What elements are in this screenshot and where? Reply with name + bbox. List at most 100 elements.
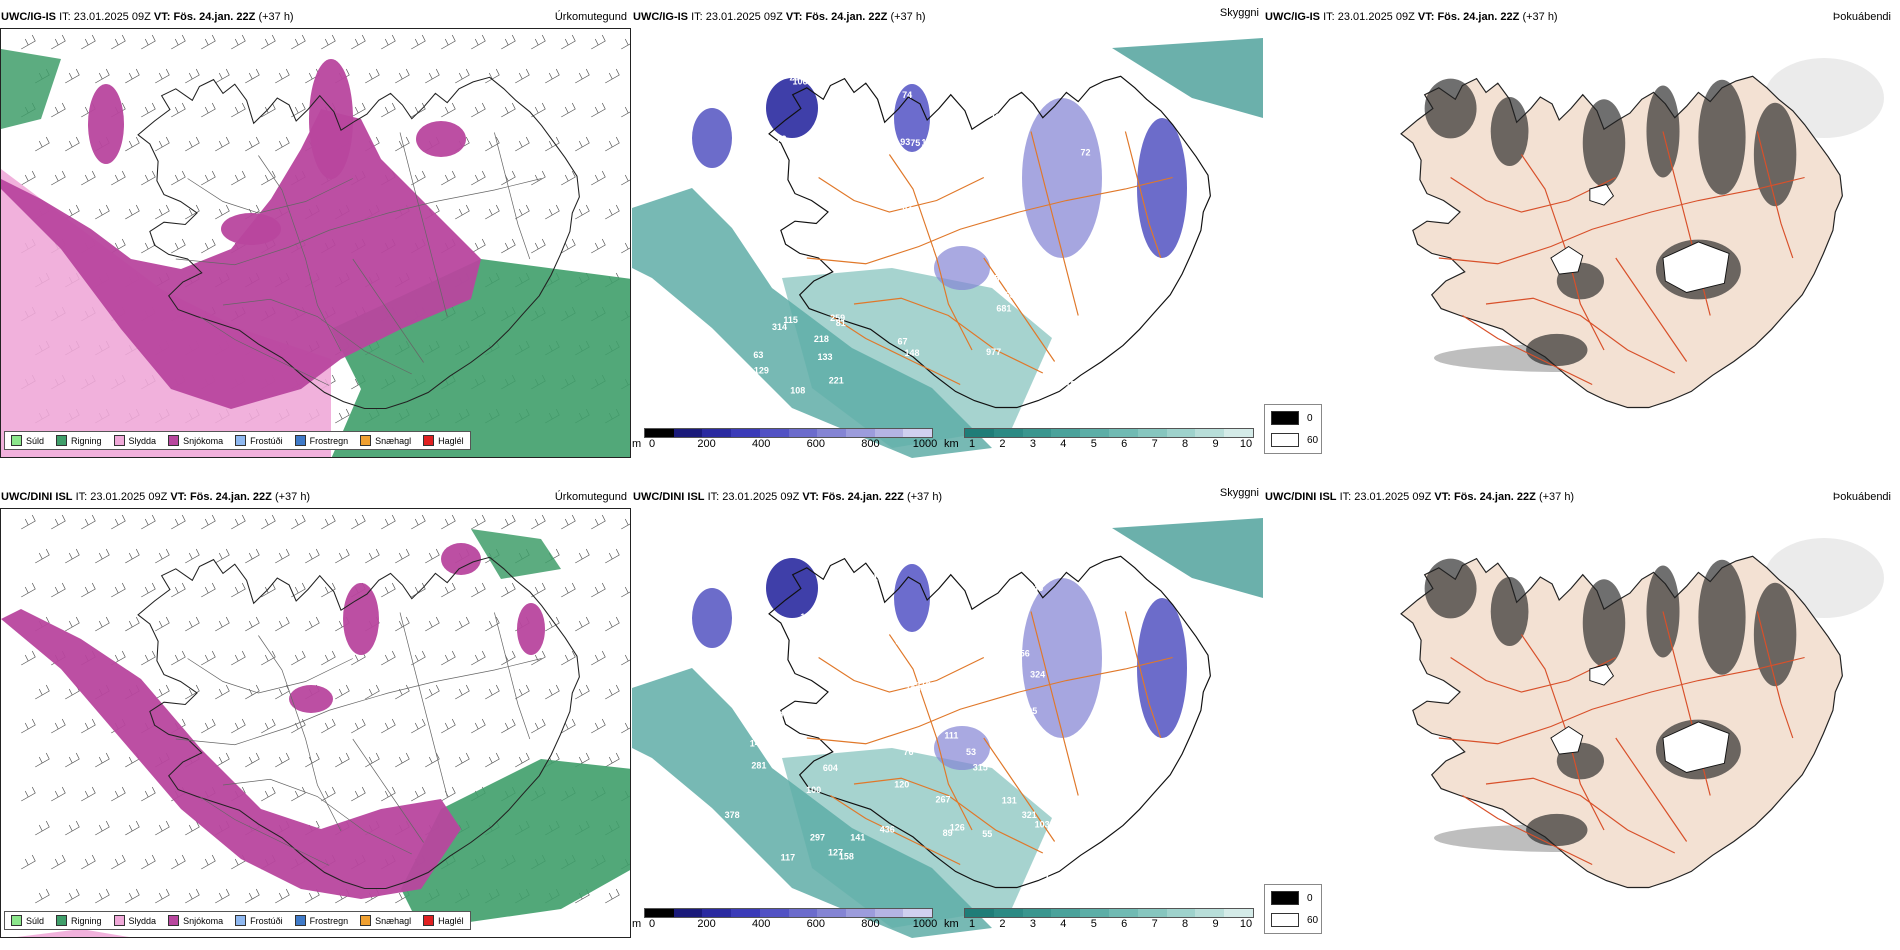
legend-item: Snæhagl [360, 435, 411, 446]
wind-barb [201, 582, 216, 598]
wind-barb [21, 718, 36, 734]
cloud-base-map[interactable]: 118 50 56 68 87 92 119 87 95 92 118 273 21 138 105 100 1… [632, 508, 1263, 938]
wind-barb [185, 136, 200, 152]
colorbar-cell [993, 429, 1023, 437]
wind-barb [291, 786, 306, 802]
cloud-base-value-label: 977 [986, 347, 1001, 357]
cloud-base-value-label: 82 [890, 242, 900, 252]
legend-swatch [423, 435, 435, 446]
wind-barb [21, 650, 36, 666]
glacier [1662, 721, 1730, 773]
wind-barb [515, 136, 530, 152]
fog-map[interactable] [1264, 508, 1895, 938]
wind-barb [411, 786, 426, 802]
product-title: Þokuábendi [1832, 11, 1891, 23]
snow-cell [343, 583, 379, 655]
fog-legend: 0 60 [1264, 884, 1322, 934]
road-line [258, 635, 342, 832]
wind-barb [215, 752, 230, 768]
wind-barb [591, 514, 606, 530]
wind-barb [365, 68, 380, 84]
model-name: UWC/IG-IS [633, 11, 688, 23]
colorbar-tick-label: 1 [968, 438, 976, 450]
cloud-base-value-label: 905 [1022, 706, 1037, 716]
fog-map[interactable] [1264, 28, 1895, 458]
cloud-base-map[interactable]: 109 46 56 63 70 81 72 138 119 139 106 92 86 88 82 101 10… [632, 28, 1263, 458]
wind-barb [531, 34, 546, 50]
fog-cell [1490, 97, 1529, 166]
init-time: 23.01.2025 09Z [705, 11, 783, 23]
precip-type-map[interactable] [0, 508, 631, 938]
colorbar-tick-label: 6 [1121, 438, 1128, 450]
legend-item: Rigning [56, 435, 102, 446]
wind-barb [125, 68, 140, 84]
colorbar-cell [1137, 909, 1167, 917]
cloud-base-value-label: 89 [943, 828, 953, 838]
wind-barb [171, 854, 186, 870]
init-label: IT: [691, 11, 703, 23]
legend-label: Frostregn [309, 915, 349, 926]
wind-barb [21, 786, 36, 802]
fog-cell [1582, 99, 1626, 187]
road-line [1485, 297, 1676, 374]
sleet-area [17, 929, 129, 937]
road-line [222, 778, 412, 855]
panel-header: UWC/DINI ISL IT: 23.01.2025 09Z VT: Fös.… [633, 488, 1259, 507]
colorbar-strip [644, 428, 933, 438]
wind-barb [531, 514, 546, 530]
wind-barb [111, 514, 126, 530]
fog-layer [1400, 538, 1884, 889]
cloud-base-value-label: 659 [852, 178, 867, 188]
road-line [818, 656, 985, 693]
road-line [806, 656, 1173, 745]
panel-header: UWC/IG-IS IT: 23.01.2025 09Z VT: Fös. 24… [633, 8, 1259, 27]
colorbar-cell [1224, 429, 1253, 437]
precip-type-map[interactable] [0, 28, 631, 458]
colorbar-cell [1051, 909, 1081, 917]
cloud-base-value-label: 53 [966, 747, 976, 757]
cloud-base-labels: 109 46 56 63 70 81 72 138 119 139 106 92 86 88 82 101 10… [725, 67, 1119, 397]
cloud-base-value-label: 98 [1117, 654, 1127, 664]
wind-barb [95, 616, 110, 632]
wind-barb [621, 586, 630, 598]
wind-barb [155, 888, 170, 904]
coastline [137, 556, 580, 890]
fog-cell [1698, 559, 1746, 675]
wind-barb [351, 514, 366, 530]
wind-barb [621, 518, 630, 530]
wind-barb [531, 238, 546, 254]
cloud-base-cell [934, 726, 990, 770]
cloud-base-value-label: 95 [895, 637, 905, 647]
colorbar-tick-label: 9 [1212, 918, 1219, 930]
colorbar-cell [645, 429, 674, 437]
legend-label: Súld [26, 435, 45, 446]
colorbar-tick-label: 0 [648, 918, 656, 930]
cloud-base-value-label: 135 [741, 196, 756, 206]
wind-barb [215, 204, 230, 220]
colorbar-tick-label: 8 [1182, 918, 1189, 930]
wind-barb [455, 204, 470, 220]
legend-swatch [56, 915, 68, 926]
wind-barb [111, 786, 126, 802]
valid-label: VT: [1417, 11, 1435, 23]
wind-barb [95, 68, 110, 84]
road-line [1485, 777, 1676, 854]
legend-label: Slydda [128, 435, 157, 446]
wind-barb [545, 616, 560, 632]
colorbar-cell [1051, 429, 1081, 437]
wind-barb [231, 34, 246, 50]
cloud-base-value-label: 226 [897, 224, 912, 234]
wind-barb [231, 582, 246, 598]
wind-barb [291, 34, 306, 50]
cloud-base-cell [894, 564, 930, 632]
wind-barb [245, 136, 260, 152]
init-time: 23.01.2025 09Z [90, 491, 168, 503]
wind-barb [501, 650, 516, 666]
wind-barb [425, 752, 440, 768]
wind-barb [411, 718, 426, 734]
colorbar-cell [702, 909, 732, 917]
init-label: IT: [1323, 11, 1335, 23]
wind-barb [185, 820, 200, 836]
cloud-base-value-label: 134 [956, 206, 971, 216]
wind-barb [155, 616, 170, 632]
